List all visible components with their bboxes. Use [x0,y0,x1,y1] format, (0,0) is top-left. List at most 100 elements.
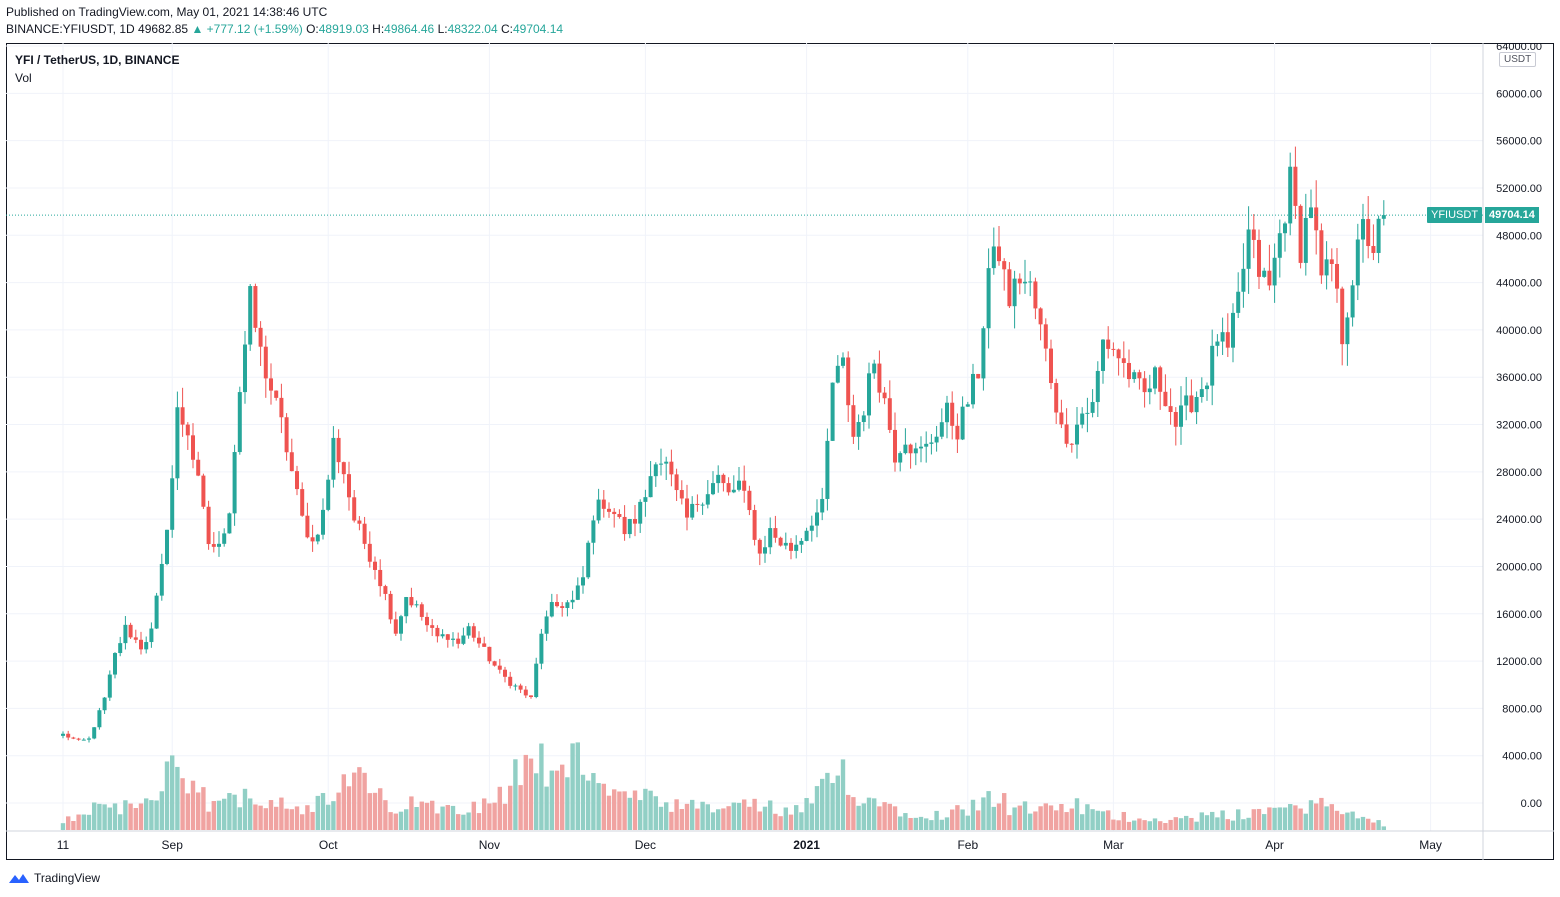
chart-overlays [6,43,1554,860]
symbol-label[interactable]: BINANCE:YFIUSDT, 1D [6,22,135,36]
candle-body [544,616,549,634]
volume-bar [554,770,560,830]
volume-bar [575,742,580,830]
candle-body [622,516,627,535]
candle-body [367,543,372,562]
volume-bar [232,794,237,830]
volume-bar [1366,818,1371,830]
volume-bar [1314,803,1319,830]
candle-body [217,543,221,547]
volume-bar [170,755,175,830]
volume-bar [268,800,274,830]
currency-unit-badge[interactable]: USDT [1499,52,1537,67]
volume-bar [71,820,76,830]
volume-bar [393,813,398,830]
y-tick-label: 44000.00 [1496,278,1542,290]
published-caption: Published on TradingView.com, May 01, 20… [6,5,328,19]
volume-bar [700,801,705,830]
candlestick-chart[interactable]: 64000.00 60000.00 56000.00 52000.00 48000.00… [6,43,1554,860]
volume-bar [695,808,700,830]
volume-bar [736,802,742,830]
volume-bar [326,804,331,830]
volume-bar [1028,813,1033,830]
candle-body [867,373,871,416]
candle-body [201,475,206,507]
candle-body [321,509,325,535]
volume-bar [1225,819,1230,830]
candle-body [1246,229,1251,269]
y-tick-label: 4000.00 [1502,751,1542,763]
candle-body [1355,239,1360,286]
volume-bar [118,814,123,830]
volume-bar [643,788,648,830]
volume-bar [820,778,825,830]
candle-body [1064,424,1069,444]
volume-legend[interactable]: Vol [15,71,32,85]
volume-bar [1038,806,1043,830]
volume-bar [336,792,341,830]
volume-bar [601,783,606,830]
volume-bar [128,803,133,830]
volume-bar [1163,823,1168,830]
candle-body [1210,345,1215,386]
volume-bar [378,788,383,830]
candle-body [679,490,684,499]
volume-bar [970,799,976,830]
candle-body [737,480,741,490]
candle-body [357,520,362,524]
candle-body [393,619,398,634]
volume-bar [716,809,721,830]
volume-bar [1178,818,1184,830]
candle-body [1059,412,1064,425]
candle-body [861,415,866,423]
volume-bar [913,817,918,830]
candle-body [1257,239,1261,277]
candle-body [1371,246,1376,253]
volume-bar [461,814,466,830]
candle-body [409,597,414,606]
volume-bar [560,764,565,830]
symbol-price-tag: YFIUSDT [1427,207,1483,223]
candle-body [1127,362,1131,380]
candle-body [503,669,507,677]
volume-bar [658,806,664,830]
volume-bar [279,797,284,830]
x-tick-label: May [1419,838,1442,852]
candle-body [825,440,830,499]
candle-body [1335,263,1339,289]
candle-body [747,490,752,511]
volume-bar [1012,807,1017,830]
chart-legend-title[interactable]: YFI / TetherUS, 1D, BINANCE [15,53,180,67]
volume-bar [1116,820,1121,830]
candle-body [830,382,835,441]
volume-bar [1262,814,1267,830]
volume-bar [315,795,320,830]
volume-bar [632,790,638,830]
volume-bar [1308,800,1314,830]
volume-bar [1017,805,1022,830]
candle-body [820,498,825,513]
candle-body [191,435,195,460]
candle-body [445,634,450,640]
volume-bar [471,801,476,830]
candle-body [685,498,689,518]
candle-body [903,444,908,454]
volume-bar [1350,811,1355,830]
tradingview-logo[interactable]: TradingView [8,871,100,885]
volume-bar [144,798,149,830]
candle-body [633,519,637,524]
candle-body [1132,372,1137,380]
volume-bar [528,758,534,830]
candle-body [185,424,190,436]
volume-bar [1043,803,1048,830]
volume-bar [284,808,289,830]
candle-body [352,497,357,521]
volume-bar [612,789,617,830]
candle-body [711,483,715,495]
candle-body [1283,223,1287,234]
volume-bar [1158,821,1163,830]
candle-body [659,463,663,465]
volume-bar [1355,818,1360,830]
candle-body [388,593,393,620]
candle-body [934,436,939,443]
